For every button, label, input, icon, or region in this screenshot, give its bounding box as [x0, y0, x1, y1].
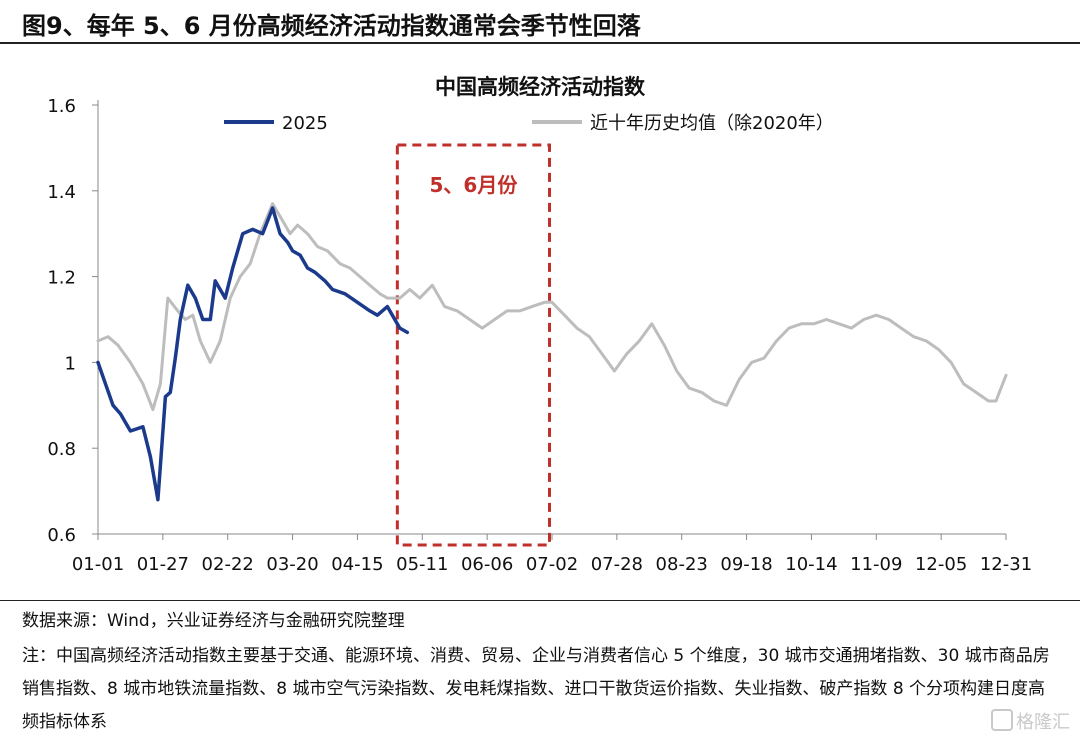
may-june-highlight: 5、6月份	[395, 143, 552, 547]
x-tick-label: 12-31	[980, 554, 1032, 575]
plot-area	[96, 202, 1008, 502]
data-source: 数据来源：Wind，兴业证券经济与金融研究院整理	[22, 611, 405, 631]
watermark: 格隆汇	[991, 708, 1070, 734]
x-tick-label: 08-23	[656, 554, 708, 575]
series-line-2025	[96, 206, 410, 502]
line-chart: 中国高频经济活动指数 2025 近十年历史均值（除2020年） 0.60.811…	[47, 75, 1032, 575]
chart-title: 中国高频经济活动指数	[435, 75, 646, 99]
chart-legend: 2025 近十年历史均值（除2020年）	[224, 113, 834, 134]
y-tick-label: 1.4	[47, 182, 76, 203]
x-tick-label: 12-05	[915, 554, 967, 575]
y-tick-label: 1	[65, 353, 76, 374]
footnote: 注：中国高频经济活动指数主要基于交通、能源环境、消费、贸易、企业与消费者信心 5…	[22, 646, 1050, 732]
footer-divider	[0, 600, 1080, 601]
y-tick-label: 0.6	[47, 525, 76, 546]
y-tick-label: 1.6	[47, 96, 76, 117]
axes: 0.6 0.8 1 1.2 1.4 1.6 01-01 01-27 02-22 03-20 04-1…	[47, 96, 1032, 575]
y-tick-label: 0.8	[47, 439, 76, 460]
x-tick-label: 10-14	[785, 554, 837, 575]
x-tick-label: 02-22	[202, 554, 254, 575]
x-tick-label: 01-27	[137, 554, 189, 575]
series-line-avg	[96, 202, 1008, 412]
x-tick-label: 03-20	[266, 554, 318, 575]
figure-title: 图9、每年 5、6 月份高频经济活动指数通常会季节性回落	[22, 12, 641, 40]
title-divider	[0, 42, 1080, 44]
x-tick-label: 06-06	[461, 554, 513, 575]
x-tick-label: 05-11	[396, 554, 448, 575]
legend-label-avg: 近十年历史均值（除2020年）	[590, 113, 834, 134]
y-tick-label: 1.2	[47, 268, 76, 289]
x-tick-label: 04-15	[331, 554, 383, 575]
highlight-box	[395, 143, 552, 547]
highlight-label: 5、6月份	[430, 173, 519, 197]
watermark-text: 格隆汇	[1016, 712, 1070, 733]
x-tick-label: 09-18	[720, 554, 772, 575]
legend-label-2025: 2025	[282, 113, 328, 134]
x-tick-label: 11-09	[850, 554, 902, 575]
x-tick-label: 01-01	[72, 554, 124, 575]
x-tick-label: 07-28	[591, 554, 643, 575]
watermark-logo-icon	[991, 709, 1013, 731]
x-tick-label: 07-02	[526, 554, 578, 575]
